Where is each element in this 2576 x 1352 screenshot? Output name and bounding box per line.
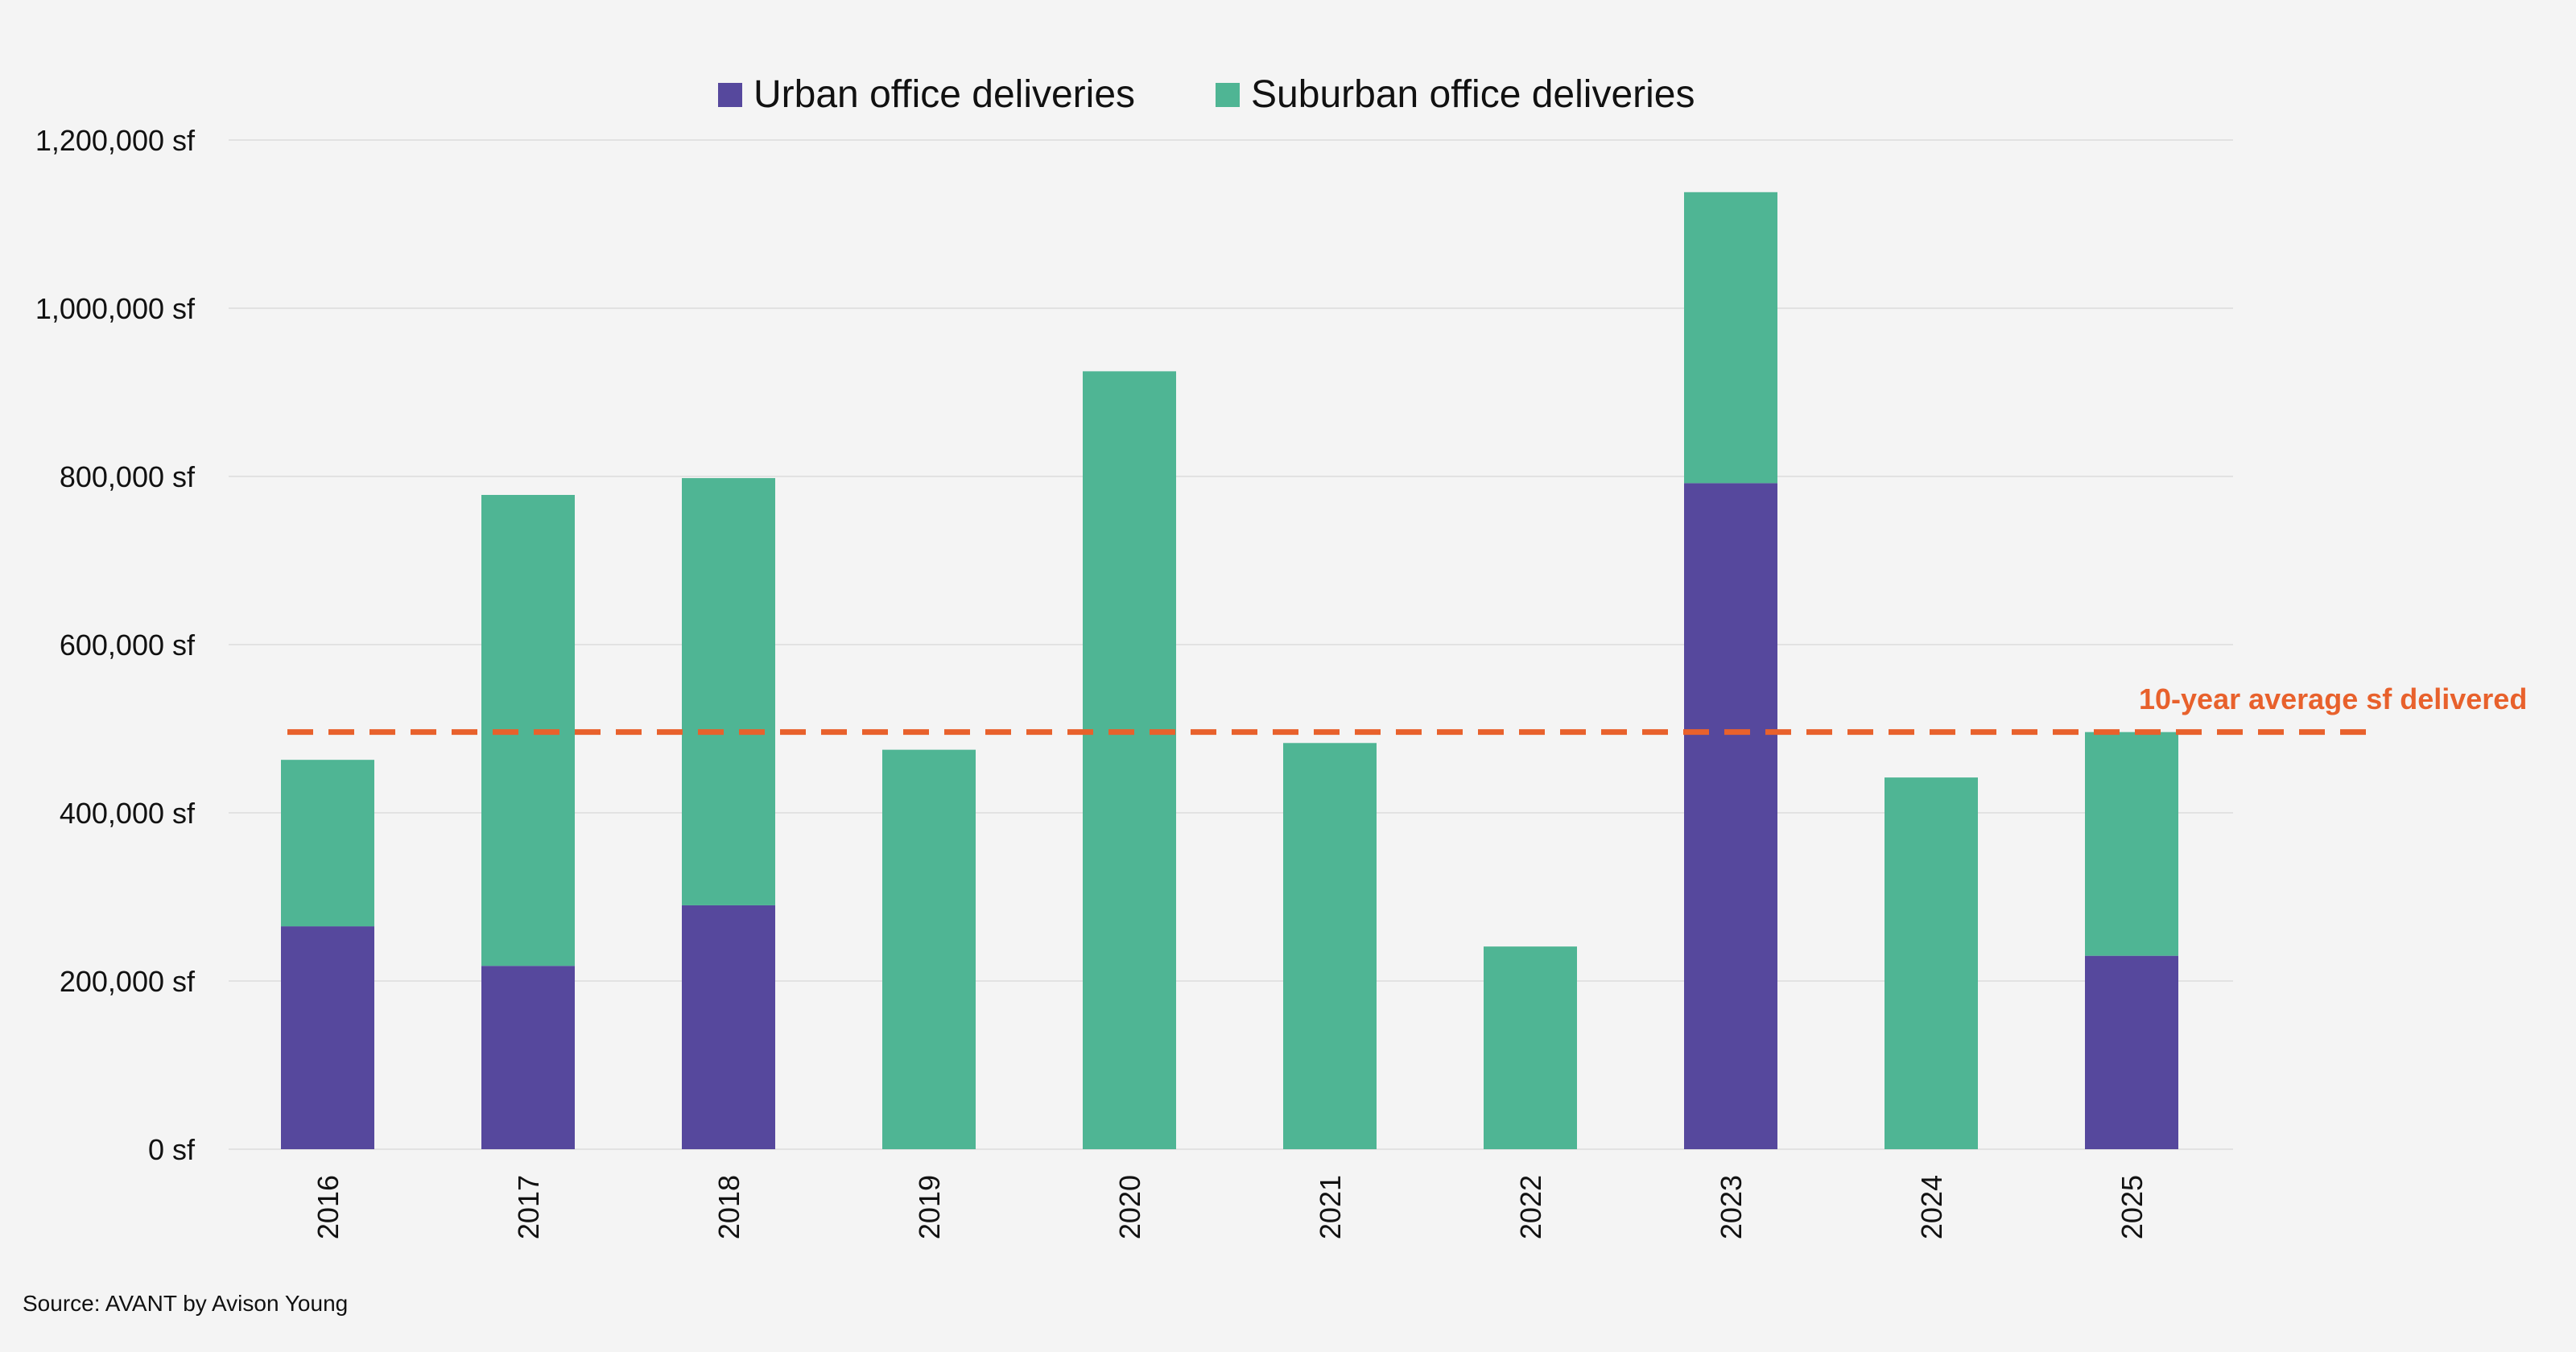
y-tick-label: 1,200,000 sf — [35, 124, 196, 157]
x-axis-tick-labels: 2016 2017 2018 2019 2020 2021 2022 2023 2024 2025 — [312, 1175, 2149, 1239]
x-tick-label: 2019 — [913, 1175, 946, 1239]
legend-swatch-suburban — [1216, 82, 1241, 107]
bar-urban-2016 — [281, 926, 374, 1149]
x-tick-label: 2022 — [1514, 1175, 1547, 1239]
x-tick-label: 2021 — [1314, 1175, 1347, 1239]
y-tick-label: 1,000,000 sf — [35, 292, 196, 325]
bar-urban-2017 — [481, 966, 575, 1149]
bar-suburban-2025 — [2085, 732, 2178, 956]
x-tick-label: 2024 — [1915, 1175, 1948, 1239]
bar-suburban-2022 — [1484, 946, 1577, 1149]
legend-item-suburban: Suburban office deliveries — [1216, 72, 1695, 117]
y-tick-label: 200,000 sf — [60, 965, 196, 998]
bar-suburban-2023 — [1684, 192, 1777, 484]
x-tick-label: 2018 — [712, 1175, 745, 1239]
x-tick-label: 2017 — [512, 1175, 545, 1239]
legend-item-urban: Urban office deliveries — [718, 72, 1135, 117]
legend-swatch-urban — [718, 82, 742, 107]
y-tick-label: 800,000 sf — [60, 460, 196, 493]
legend-label-suburban: Suburban office deliveries — [1251, 73, 1695, 116]
bar-suburban-2021 — [1283, 743, 1377, 1149]
legend-label-urban: Urban office deliveries — [753, 73, 1136, 116]
legend: Urban office deliveries Suburban office … — [718, 72, 1695, 117]
bar-urban-2018 — [682, 905, 775, 1149]
x-tick-label: 2020 — [1113, 1175, 1146, 1239]
x-tick-label: 2025 — [2116, 1175, 2149, 1239]
bars — [281, 192, 2178, 1149]
bar-suburban-2024 — [1885, 777, 1978, 1149]
bar-suburban-2016 — [281, 760, 374, 927]
y-tick-label: 600,000 sf — [60, 629, 196, 662]
bar-urban-2025 — [2085, 955, 2178, 1149]
x-tick-label: 2023 — [1715, 1175, 1748, 1239]
bar-suburban-2018 — [682, 478, 775, 905]
y-axis-tick-labels: 0 sf 200,000 sf 400,000 sf 600,000 sf 800,00… — [35, 124, 196, 1166]
y-tick-label: 0 sf — [148, 1133, 196, 1166]
bar-urban-2023 — [1684, 483, 1777, 1149]
reference-line-label: 10-year average sf delivered — [2139, 682, 2528, 715]
bar-suburban-2019 — [882, 749, 976, 1149]
y-tick-label: 400,000 sf — [60, 797, 196, 830]
source-note: Source: AVANT by Avison Young — [23, 1291, 349, 1316]
bar-suburban-2020 — [1083, 371, 1176, 1149]
x-tick-label: 2016 — [312, 1175, 345, 1239]
